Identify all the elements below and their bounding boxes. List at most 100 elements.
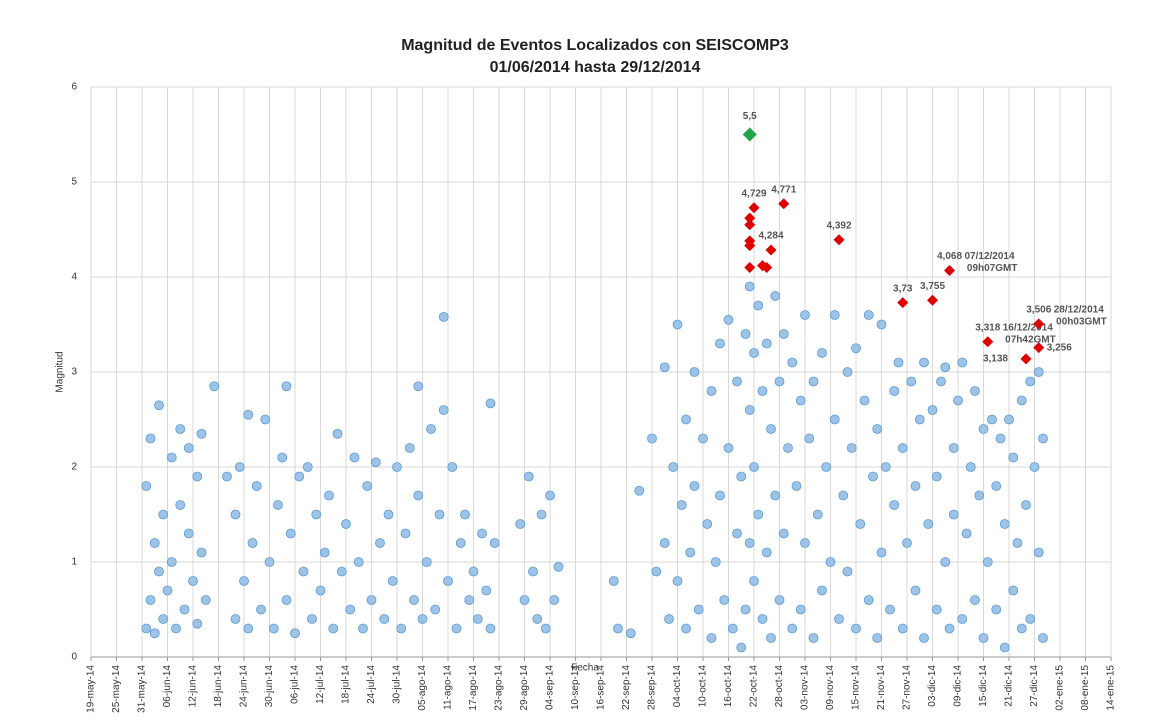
data-point [362, 481, 373, 491]
x-tick-label: 27-dic-14 [1029, 665, 1040, 707]
data-point [421, 557, 432, 567]
data-point [298, 566, 309, 577]
data-point [149, 628, 160, 639]
data-point [778, 528, 789, 539]
x-tick-label: 30-jul-14 [392, 665, 403, 704]
data-point [192, 471, 203, 482]
data-point [222, 471, 232, 482]
data-label: 4,068 [937, 251, 962, 262]
x-tick-label: 28-oct-14 [774, 665, 785, 708]
x-tick-label: 27-nov-14 [902, 665, 913, 710]
data-point [519, 595, 530, 605]
data-point [349, 452, 360, 463]
data-point [940, 362, 951, 373]
x-tick-label: 03-nov-14 [800, 665, 811, 710]
data-point [290, 628, 300, 639]
data-point [723, 314, 734, 325]
data-point [778, 329, 789, 339]
data-point [234, 462, 245, 472]
data-point [413, 490, 424, 501]
data-point [919, 357, 929, 368]
data-point [345, 604, 356, 615]
data-point [277, 452, 288, 463]
data-label: 4,284 [758, 231, 783, 242]
x-tick-label: 10-oct-14 [698, 665, 709, 708]
x-axis-label: Fecha [571, 663, 599, 674]
x-tick-label: 18-jun-14 [213, 665, 224, 708]
data-point [723, 443, 734, 453]
data-point [472, 614, 483, 624]
data-point [978, 424, 989, 434]
data-point [634, 485, 645, 496]
data-point [672, 319, 683, 330]
y-tick-label: 5 [71, 177, 77, 188]
x-tick-label: 28-sep-14 [647, 665, 658, 710]
data-point [281, 595, 292, 605]
data-point [715, 338, 725, 349]
data-point [443, 576, 453, 586]
data-point [897, 623, 908, 634]
data-point [659, 362, 670, 373]
data-point [515, 519, 526, 529]
data-point [987, 414, 997, 425]
x-tick-label: 12-jul-14 [315, 665, 326, 704]
data-point [260, 414, 271, 425]
data-point [995, 433, 1006, 444]
data-point [175, 424, 186, 434]
data-point [766, 633, 776, 643]
x-tick-label: 22-oct-14 [749, 665, 760, 708]
data-point [196, 547, 207, 558]
data-label: 3,73 [893, 283, 913, 294]
data-point [681, 414, 691, 425]
data-point [664, 614, 674, 624]
data-point [978, 633, 989, 643]
data-point [753, 300, 764, 311]
data-point [740, 329, 751, 339]
data-point [770, 490, 781, 501]
data-point [889, 500, 900, 510]
data-point [855, 519, 866, 529]
data-point [545, 490, 555, 501]
data-point [761, 338, 772, 349]
data-point [719, 595, 730, 605]
x-tick-label: 12-jun-14 [188, 665, 199, 708]
data-point [1025, 614, 1036, 624]
data-point [740, 604, 751, 615]
data-point [200, 595, 211, 605]
data-point [999, 519, 1010, 529]
data-point [540, 623, 551, 634]
x-tick-label: 14-ene-15 [1106, 665, 1117, 711]
data-label: 3,138 [983, 354, 1008, 365]
highlight-point [1033, 342, 1045, 354]
data-point [281, 381, 292, 392]
x-tick-label: 15-dic-14 [978, 665, 989, 707]
data-point [846, 443, 857, 453]
data-point [477, 528, 487, 539]
data-point [239, 576, 249, 586]
data-point [183, 443, 194, 453]
data-point [761, 547, 772, 558]
x-tick-label: 18-jul-14 [341, 665, 352, 704]
x-tick-label: 08-ene-15 [1080, 665, 1091, 711]
data-point [897, 443, 908, 453]
data-point [702, 519, 713, 529]
data-point [681, 623, 691, 634]
data-point [179, 604, 190, 615]
x-tick-label: 11-ago-14 [443, 665, 454, 710]
data-point [451, 623, 462, 634]
data-label: 5,5 [743, 111, 757, 122]
data-point [783, 443, 793, 453]
data-point [749, 348, 759, 358]
data-point [154, 566, 164, 577]
data-point [294, 471, 305, 482]
data-point [1038, 633, 1048, 643]
data-point [256, 604, 266, 615]
data-point [880, 462, 891, 472]
data-point [910, 585, 921, 596]
data-point [672, 576, 683, 586]
data-point [608, 576, 619, 586]
data-point [141, 481, 152, 491]
data-point [413, 381, 424, 392]
annotation: 07/12/2014 [965, 251, 1015, 262]
